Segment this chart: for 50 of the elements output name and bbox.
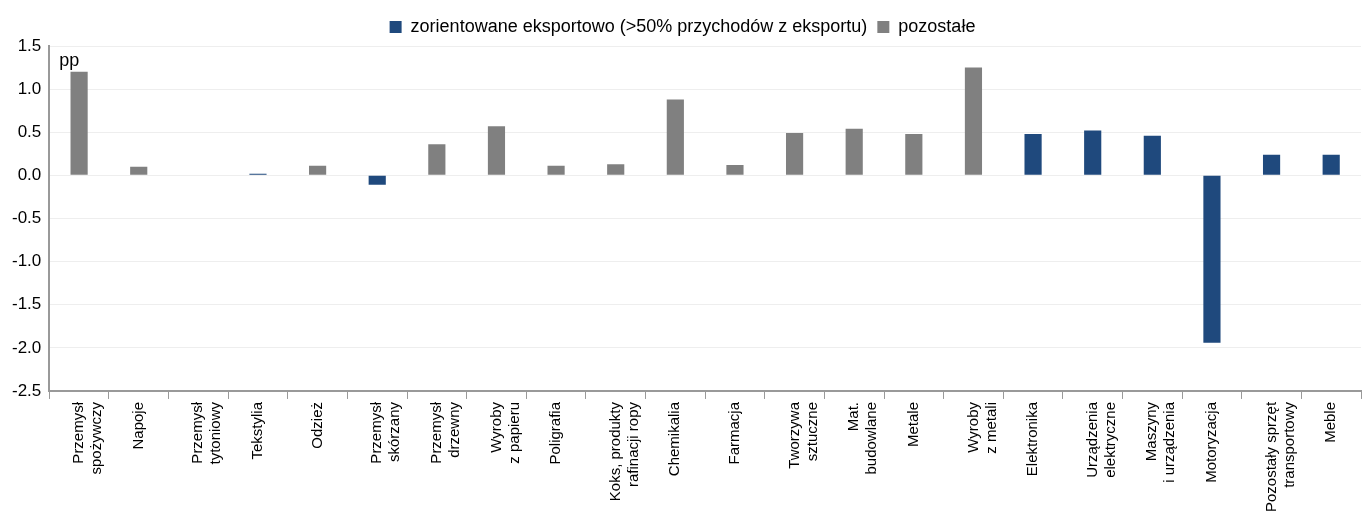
x-tick-label: Przemysł skórzany bbox=[367, 401, 403, 464]
bar bbox=[1322, 154, 1340, 175]
bar bbox=[130, 166, 148, 175]
y-tick-label: 1.0 bbox=[17, 78, 42, 98]
y-tick-label: -1.5 bbox=[12, 294, 42, 314]
bar bbox=[1262, 154, 1281, 175]
x-tick-label: Meble bbox=[1321, 401, 1339, 443]
x-tick-label: Chemikalia bbox=[665, 401, 683, 477]
bar bbox=[1203, 175, 1221, 343]
x-tick-label: Przemysł spożywczy bbox=[69, 401, 105, 475]
y-tick-label: 0.0 bbox=[17, 165, 42, 185]
x-tick-label: Koks, produkty rafinacji ropy bbox=[605, 401, 641, 502]
y-tick-label: -1.0 bbox=[12, 251, 42, 271]
legend-label: zorientowane eksportowo (>50% przychodów z eksportu) bbox=[410, 15, 868, 36]
x-tick-label: Motoryzacja bbox=[1202, 401, 1220, 483]
x-tick-label: Poligrafia bbox=[546, 401, 564, 465]
x-tick-label: Elektronika bbox=[1023, 401, 1041, 477]
legend-label: pozostałe bbox=[898, 15, 976, 36]
x-tick-label: Tekstylia bbox=[248, 401, 266, 460]
bar bbox=[726, 165, 744, 175]
bar bbox=[607, 164, 625, 175]
x-tick-label: Wyroby z metali bbox=[963, 401, 999, 454]
bar bbox=[845, 128, 863, 175]
x-tick-label: Przemysł tytoniowy bbox=[188, 401, 224, 465]
y-tick-label: 1.5 bbox=[17, 35, 42, 55]
bar bbox=[428, 144, 446, 175]
bar bbox=[547, 165, 565, 175]
y-tick-label: -0.5 bbox=[12, 208, 42, 228]
y-axis-title: pp bbox=[59, 49, 80, 70]
y-tick-label: -2.5 bbox=[12, 380, 42, 400]
bar bbox=[666, 99, 684, 175]
x-tick-label: Urządzenia elektryczne bbox=[1082, 401, 1118, 478]
y-tick-label: 0.5 bbox=[17, 121, 42, 141]
bar bbox=[964, 67, 983, 175]
bar bbox=[487, 126, 506, 175]
x-tick-label: Tworzywa sztuczne bbox=[784, 401, 820, 469]
bar bbox=[309, 165, 327, 175]
y-tick-label: -2.0 bbox=[12, 337, 42, 357]
bar bbox=[1143, 135, 1161, 175]
x-tick-label: Odzież bbox=[307, 401, 325, 449]
bar bbox=[1084, 130, 1102, 175]
x-tick-label: Pozostały sprzęt transportowy bbox=[1261, 401, 1297, 512]
bar bbox=[70, 71, 88, 175]
bar bbox=[1024, 133, 1042, 175]
x-tick-label: Farmacja bbox=[725, 401, 743, 465]
bar bbox=[368, 175, 386, 185]
bar bbox=[905, 133, 923, 175]
x-tick-label: Napoje bbox=[128, 401, 146, 450]
bar bbox=[786, 133, 804, 175]
x-tick-label: Metale bbox=[903, 401, 921, 447]
